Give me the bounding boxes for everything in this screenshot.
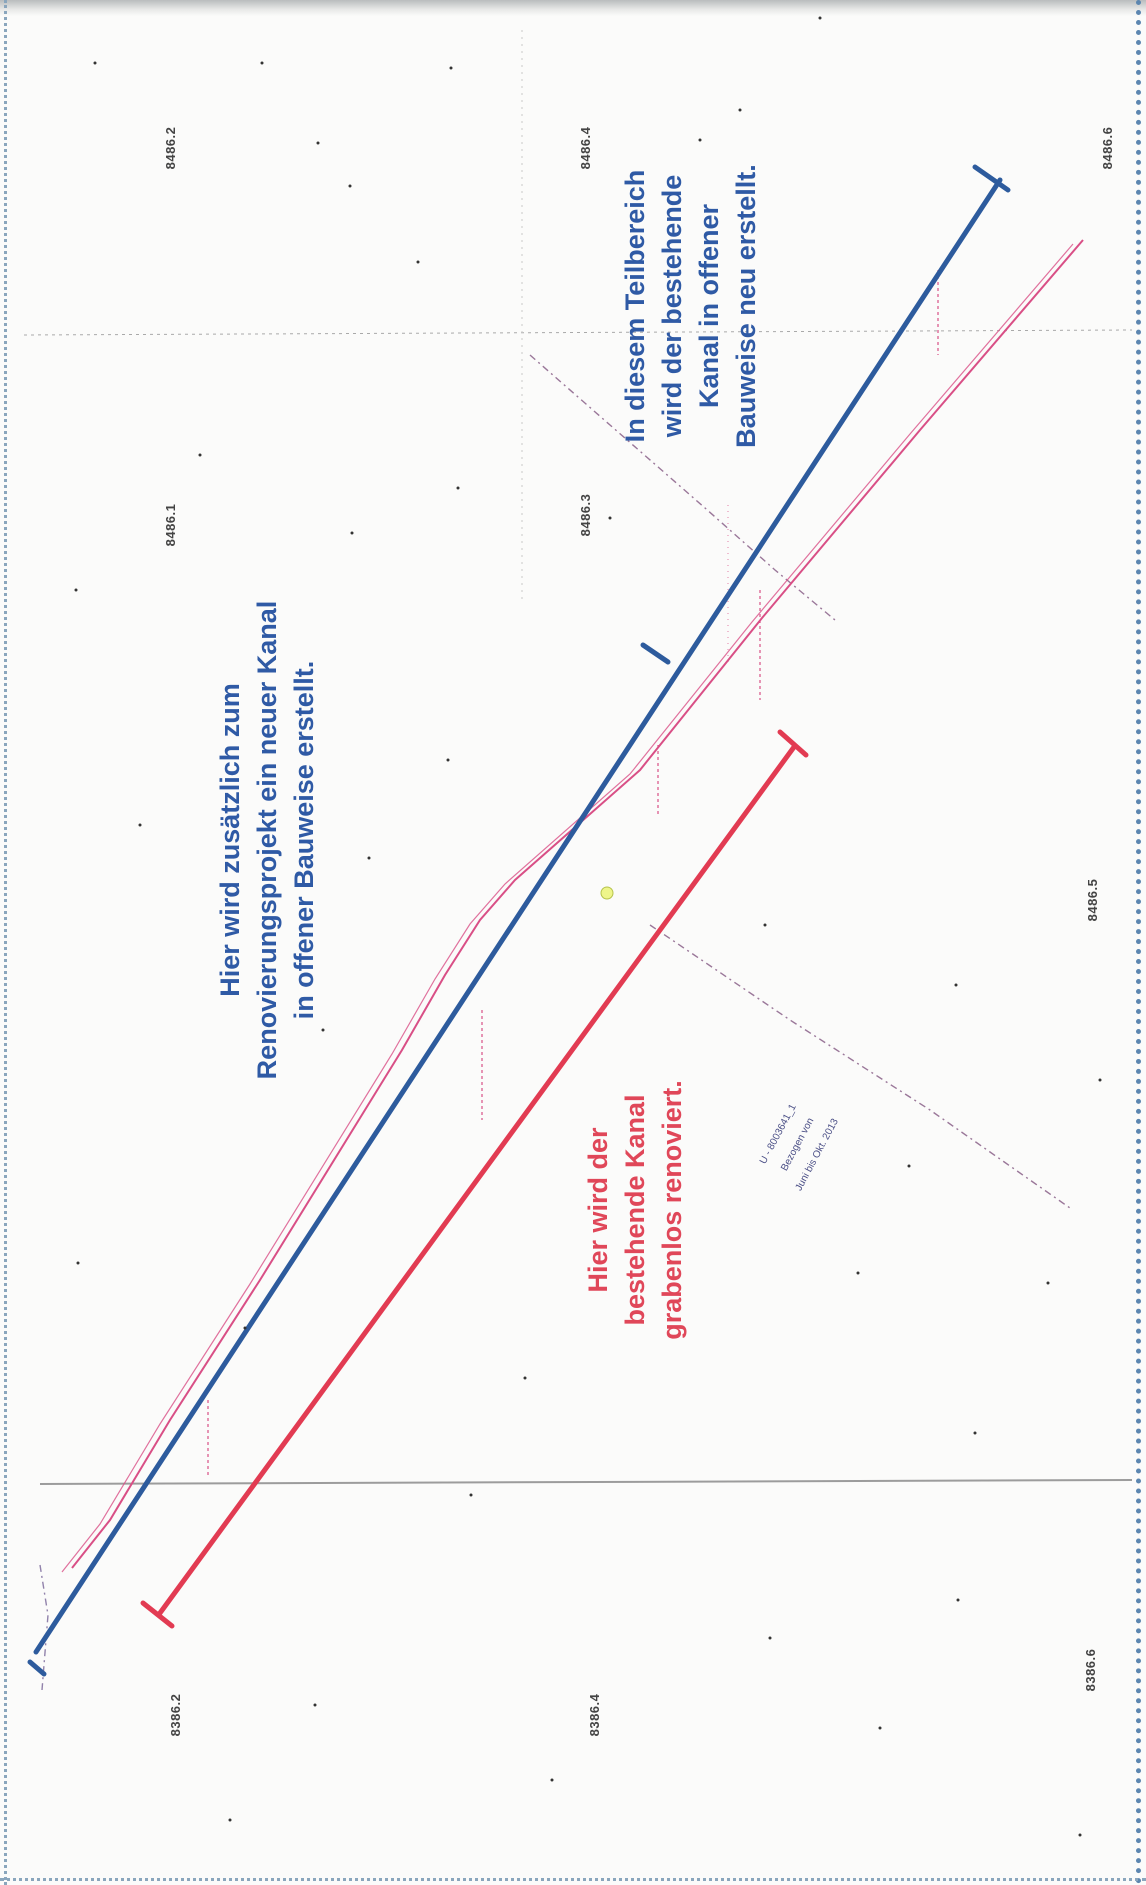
blue-line <box>33 177 1003 1655</box>
lot-boundary-lower <box>649 924 1071 1209</box>
red-line <box>157 744 797 1616</box>
blue-mid-cap <box>640 642 671 665</box>
parcel-grid <box>23 30 1133 1485</box>
survey-point <box>198 453 202 457</box>
annotation-partial-area: In diesem Teilbereich wird der bestehend… <box>620 164 761 448</box>
parcel-label: 8486.2 <box>163 126 178 170</box>
survey-point <box>608 516 612 520</box>
survey-point <box>956 1598 960 1602</box>
annotation-trenchless: Hier wird der bestehende Kanal grabenlos… <box>583 1080 687 1340</box>
survey-point <box>228 1818 232 1822</box>
survey-point <box>973 1431 977 1435</box>
annotation-new-channel: Hier wird zusätzlich zum Renovierungspro… <box>215 600 319 1080</box>
pipe-line-2 <box>61 243 1074 1573</box>
sheet-border-bottom <box>0 1878 1146 1881</box>
survey-point <box>416 260 420 264</box>
survey-point <box>954 983 958 987</box>
parcel-label: 8486.5 <box>1085 878 1100 922</box>
survey-point <box>768 1636 772 1640</box>
survey-point <box>1078 1833 1082 1837</box>
survey-point <box>878 1726 882 1730</box>
sheet-border-right <box>1136 0 1141 1885</box>
blue-end-cap-top <box>972 164 1011 193</box>
blue-end-cap-bottom <box>27 1659 47 1677</box>
survey-point <box>738 108 742 112</box>
survey-point <box>856 1271 860 1275</box>
survey-point <box>76 1261 80 1265</box>
existing-sewer-pipe <box>61 239 1084 1573</box>
survey-point <box>350 531 354 535</box>
survey-points <box>74 16 1102 1837</box>
scan-shadow <box>0 0 1146 16</box>
parcel-label: 8386.6 <box>1083 1648 1098 1692</box>
parcel-label: 8486.4 <box>578 126 593 170</box>
parcel-label: 8486.6 <box>1100 126 1115 170</box>
blue-extent-line <box>27 164 1011 1677</box>
survey-point <box>243 1326 247 1330</box>
survey-point <box>907 1164 911 1168</box>
lot-boundary-upper <box>529 354 836 621</box>
survey-point <box>550 1778 554 1782</box>
parcel-label: 8386.4 <box>587 1693 602 1737</box>
red-end-cap-bottom <box>140 1600 175 1629</box>
survey-point <box>1046 1281 1050 1285</box>
red-end-cap-top <box>777 729 809 758</box>
survey-point <box>93 61 97 65</box>
survey-point <box>818 16 822 20</box>
parcel-label: 8486.1 <box>163 503 178 547</box>
pipe-line-1 <box>71 239 1084 1569</box>
survey-point <box>523 1376 527 1380</box>
survey-point <box>321 1028 325 1032</box>
red-extent-line <box>140 729 809 1629</box>
grid-line-bottom <box>39 1479 1133 1485</box>
survey-point <box>367 856 371 860</box>
survey-point <box>316 141 320 145</box>
pipe-ticks <box>207 270 939 1478</box>
sheet-border-left <box>4 0 7 1885</box>
parcel-label: 8386.2 <box>168 1693 183 1737</box>
lot-boundaries <box>39 354 1071 1691</box>
survey-point <box>74 588 78 592</box>
survey-point <box>138 823 142 827</box>
manhole-marker <box>600 886 614 900</box>
survey-point <box>698 138 702 142</box>
survey-point <box>1098 1078 1102 1082</box>
survey-point <box>763 923 767 927</box>
survey-point <box>313 1703 317 1707</box>
survey-point <box>449 66 453 70</box>
survey-point <box>456 486 460 490</box>
parcel-label: 8486.3 <box>578 493 593 537</box>
survey-point <box>446 758 450 762</box>
survey-point <box>469 1493 473 1497</box>
grid-line-top <box>23 329 1133 336</box>
survey-point <box>348 184 352 188</box>
survey-point <box>260 61 264 65</box>
